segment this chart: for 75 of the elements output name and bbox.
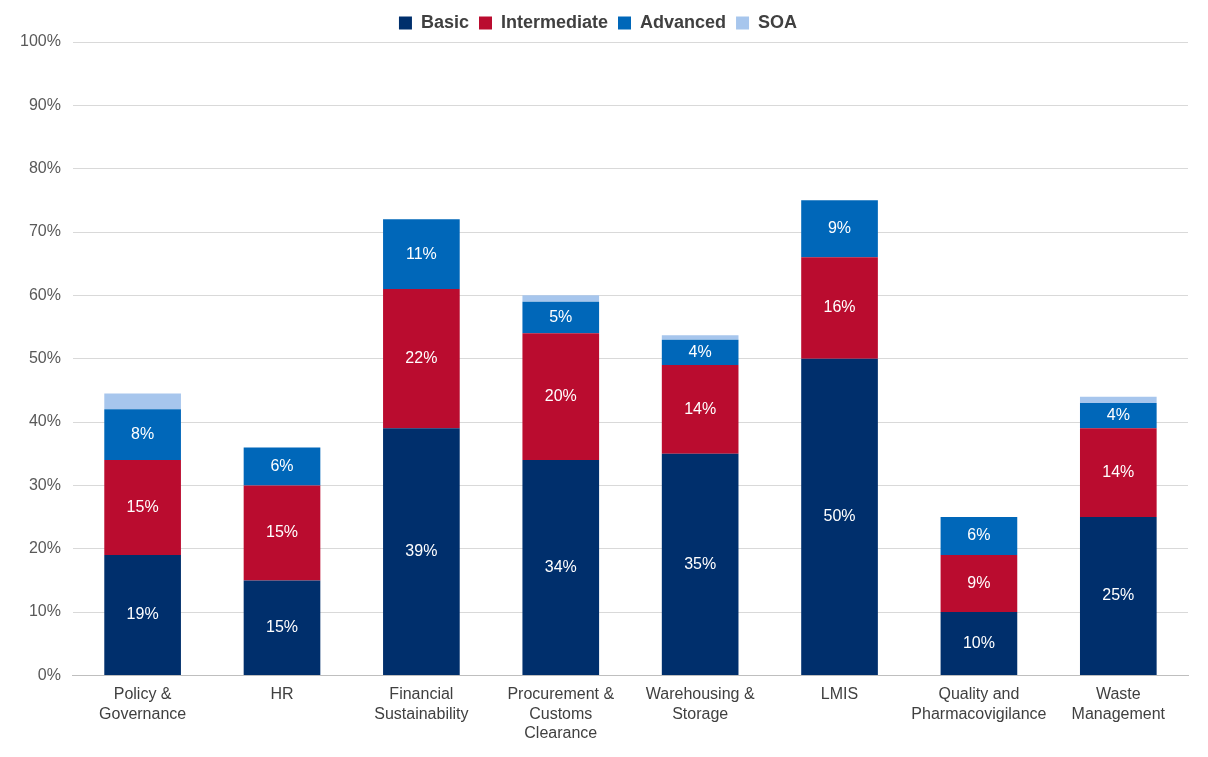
- y-tick-label: 0%: [37, 665, 61, 683]
- x-tick-label: Waste Management: [1071, 685, 1166, 722]
- bar: [940, 612, 1018, 675]
- y-tick-label: 100%: [20, 32, 61, 50]
- bar: [104, 555, 181, 675]
- bar: [661, 365, 739, 454]
- y-tick-label: 20%: [28, 539, 61, 557]
- bar: [1079, 403, 1157, 429]
- bar: [1079, 396, 1157, 404]
- y-tick-label: 90%: [28, 95, 61, 113]
- data-label: 35%: [684, 554, 717, 572]
- x-tick-label: Financial Sustainability: [374, 685, 469, 722]
- bar: [104, 409, 181, 461]
- bar: [243, 580, 321, 675]
- data-label: 15%: [265, 523, 299, 541]
- y-tick-label: 10%: [28, 602, 61, 620]
- bar: [1079, 428, 1157, 518]
- bar: [104, 393, 181, 410]
- x-tick-label: LMIS: [820, 685, 859, 703]
- data-label: 34%: [544, 557, 577, 575]
- data-label: 50%: [823, 507, 856, 525]
- data-label: 25%: [1102, 586, 1135, 604]
- x-tick-label: Procurement & Customs Clearance: [507, 685, 615, 741]
- bar: [522, 460, 600, 675]
- bar: [801, 358, 878, 675]
- bar: [801, 257, 878, 359]
- data-label: 20%: [544, 387, 577, 405]
- bar: [661, 339, 739, 366]
- legend-label: Intermediate: [500, 11, 609, 32]
- data-label: 39%: [405, 542, 438, 560]
- legend-label: SOA: [758, 11, 798, 32]
- x-tick-label: Policy & Governance: [99, 685, 187, 722]
- y-tick-label: 70%: [28, 222, 61, 240]
- data-label: 4%: [1106, 406, 1130, 424]
- bar: [383, 428, 460, 675]
- data-label: 15%: [265, 618, 299, 636]
- bar: [1079, 517, 1157, 675]
- bar: [661, 453, 739, 675]
- data-label: 5%: [549, 307, 573, 325]
- y-tick-label: 50%: [28, 349, 61, 367]
- bar: [383, 219, 460, 290]
- x-tick-label: HR: [270, 685, 294, 703]
- data-label: 16%: [823, 298, 856, 316]
- data-label: 11%: [405, 244, 437, 262]
- data-label: 14%: [684, 399, 717, 417]
- legend-label: Basic: [420, 11, 469, 32]
- bar: [383, 289, 460, 429]
- x-tick-label: Warehousing & Storage: [645, 685, 755, 722]
- x-tick-label: Quality and Pharmacovigilance: [911, 685, 1047, 722]
- bar: [940, 555, 1018, 613]
- bar: [243, 485, 321, 581]
- bar: [104, 460, 181, 556]
- data-label: 15%: [126, 497, 159, 515]
- data-label: 19%: [126, 605, 159, 623]
- data-label: 6%: [967, 526, 991, 544]
- data-label: 6%: [270, 456, 294, 474]
- data-label: 8%: [131, 425, 155, 443]
- bar: [522, 333, 600, 461]
- bar: [661, 335, 739, 340]
- bar: [801, 200, 878, 258]
- bar: [940, 517, 1018, 556]
- y-tick-label: 80%: [28, 159, 61, 177]
- bar: [522, 301, 600, 334]
- data-label: 4%: [688, 342, 712, 360]
- y-tick-label: 30%: [28, 475, 61, 493]
- data-label: 22%: [405, 349, 438, 367]
- legend-label: Advanced: [640, 11, 727, 32]
- bar: [243, 447, 321, 486]
- y-tick-label: 60%: [28, 285, 61, 303]
- data-label: 9%: [827, 219, 852, 237]
- y-tick-label: 40%: [28, 412, 61, 430]
- bar: [522, 295, 600, 302]
- data-label: 9%: [967, 573, 991, 591]
- data-label: 10%: [962, 633, 995, 651]
- data-label: 14%: [1102, 463, 1135, 481]
